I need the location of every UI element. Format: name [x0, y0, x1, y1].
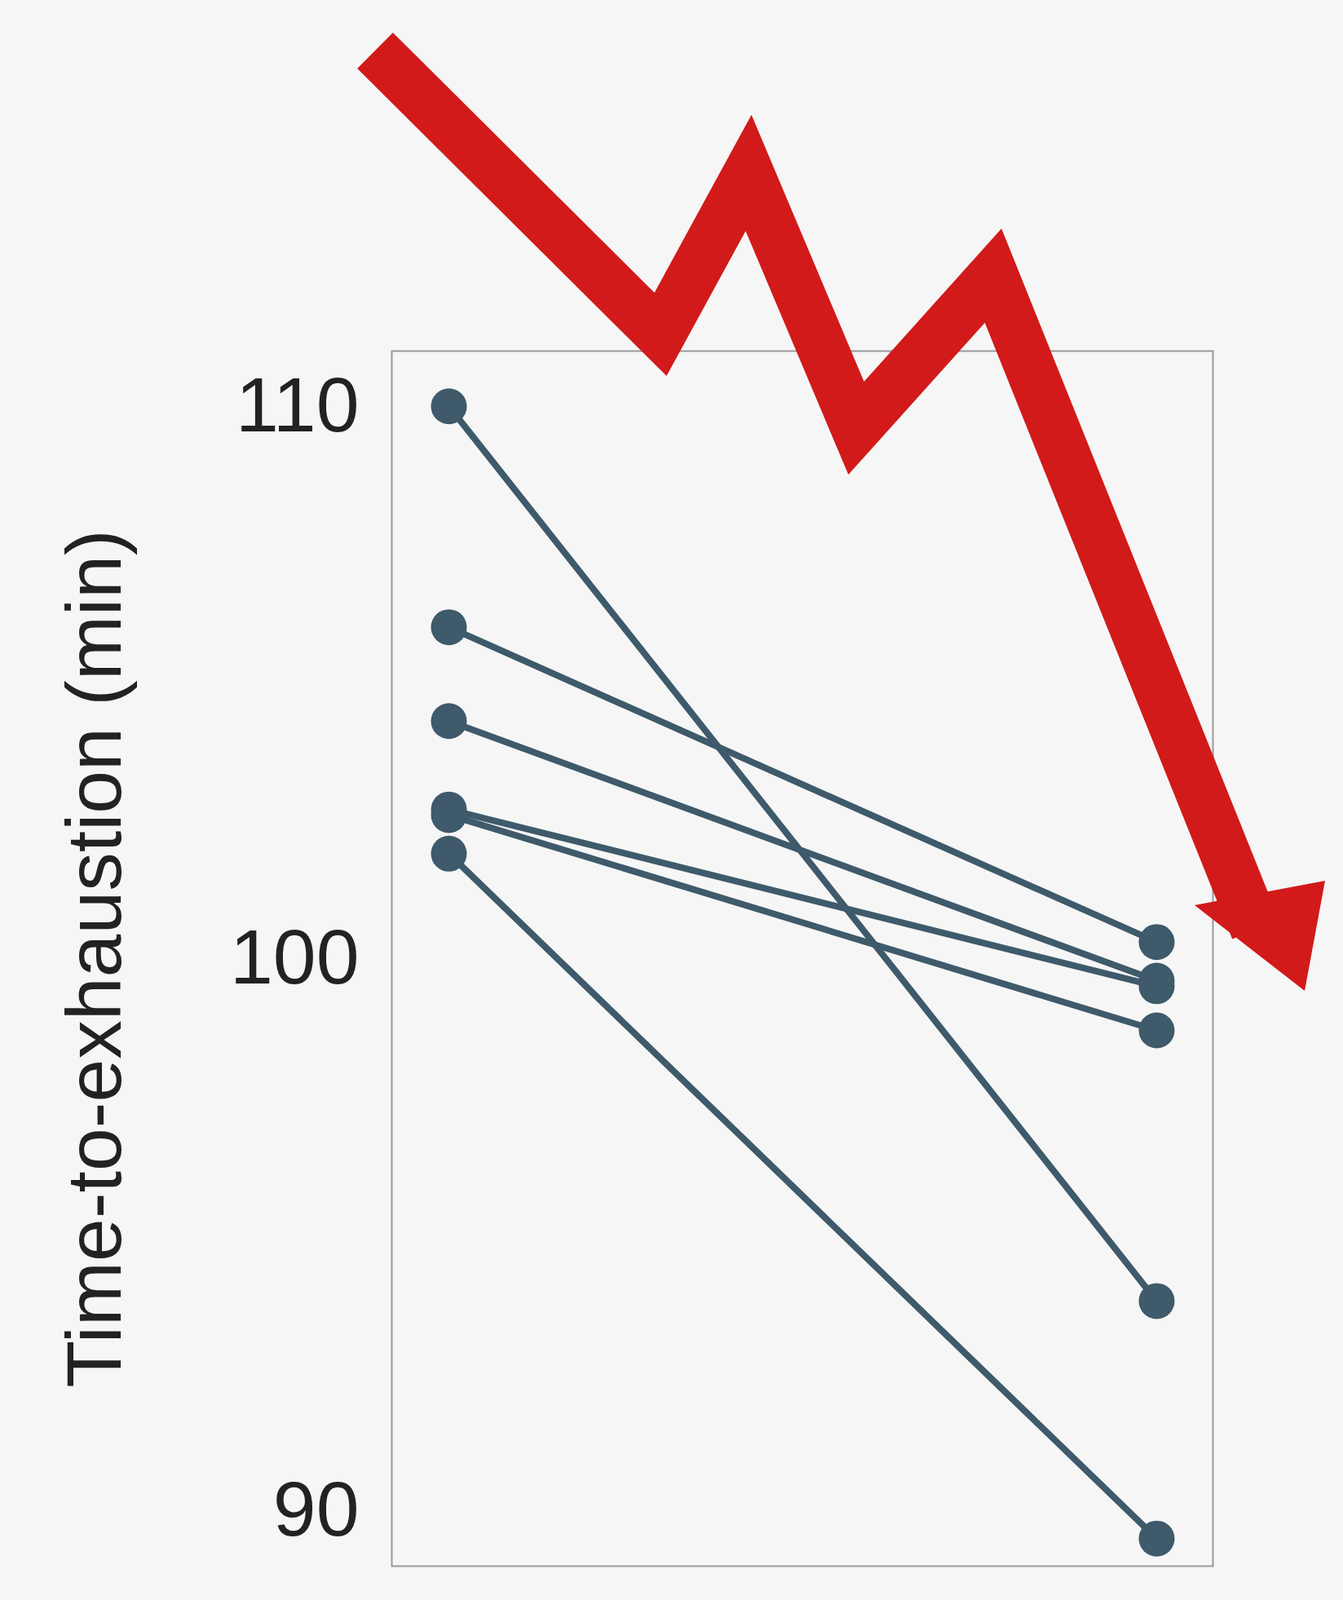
svg-text:90: 90: [273, 1465, 360, 1552]
svg-text:100: 100: [229, 913, 360, 1000]
svg-text:Time-to-exhaustion (min): Time-to-exhaustion (min): [50, 529, 137, 1388]
svg-text:110: 110: [235, 361, 359, 448]
